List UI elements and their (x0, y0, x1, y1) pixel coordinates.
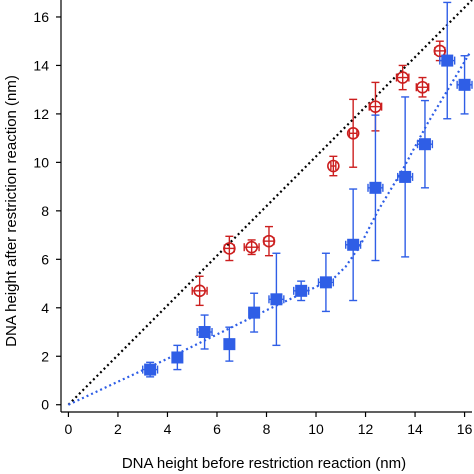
x-tick-label: 6 (213, 421, 221, 437)
data-point (456, 55, 473, 115)
marker-square (319, 276, 332, 289)
data-point (191, 275, 208, 307)
data-point (327, 155, 340, 177)
x-tick-label: 14 (407, 421, 423, 437)
data-point (416, 99, 434, 189)
y-tick-label: 16 (33, 9, 49, 25)
marker-square (198, 326, 211, 339)
y-tick-label: 8 (41, 203, 49, 219)
data-point (262, 225, 276, 257)
marker-circle (346, 126, 360, 140)
marker-circle (327, 159, 340, 173)
data-point (317, 252, 335, 313)
marker-square (399, 170, 412, 183)
data-point (171, 344, 184, 371)
x-tick-label: 4 (164, 421, 172, 437)
y-axis-label: DNA height after restriction reaction (n… (3, 75, 20, 347)
marker-square (144, 363, 157, 376)
y-tick-label: 6 (41, 251, 49, 267)
marker-circle (193, 284, 206, 298)
data-point (243, 239, 260, 256)
x-tick-label: 10 (308, 421, 324, 437)
x-tick-label: 16 (457, 421, 473, 437)
marker-circle (369, 100, 382, 113)
data-point (439, 1, 456, 120)
marker-circle (262, 234, 276, 248)
y-tick-label: 0 (41, 397, 49, 413)
y-tick-label: 4 (41, 300, 49, 316)
y-tick-label: 14 (33, 57, 49, 73)
marker-circle (223, 242, 236, 255)
x-tick-label: 2 (114, 421, 122, 437)
marker-square (223, 338, 236, 351)
y-tick-label: 2 (41, 348, 49, 364)
data-point (142, 361, 159, 378)
marker-square (369, 181, 382, 194)
marker-square (295, 284, 308, 297)
data-point (345, 188, 362, 302)
data-point (293, 280, 310, 302)
data-point (223, 326, 236, 362)
marker-circle (396, 71, 409, 84)
data-point (395, 64, 410, 91)
axes: 0 2 4 6 8 10 12 14 16 0 2 4 6 8 10 12 14 16 (33, 0, 473, 437)
reference-line (67, 0, 473, 406)
marker-square (441, 54, 454, 67)
data-point (196, 314, 213, 350)
fit-line (67, 52, 471, 406)
marker-square (248, 306, 261, 319)
marker-circle (416, 80, 429, 94)
x-axis-label: DNA height before restriction reaction (… (122, 455, 406, 472)
marker-square (171, 351, 184, 364)
data-point (367, 114, 384, 262)
data-point (268, 252, 285, 347)
x-tick-label: 12 (358, 421, 374, 437)
marker-circle (245, 240, 258, 254)
marker-square (347, 238, 360, 251)
marker-square (270, 293, 283, 306)
data-point (248, 292, 261, 333)
x-tick-label: 0 (65, 421, 73, 437)
marker-square (418, 138, 431, 151)
data-point (397, 96, 414, 258)
x-tick-label: 8 (263, 421, 271, 437)
plot-area (67, 0, 473, 406)
data-point (223, 235, 236, 262)
data-point (415, 76, 430, 98)
data-point (346, 98, 360, 168)
y-tick-label: 12 (33, 106, 49, 122)
y-tick-label: 10 (33, 154, 49, 170)
marker-circle (433, 44, 447, 58)
marker-square (458, 78, 471, 91)
